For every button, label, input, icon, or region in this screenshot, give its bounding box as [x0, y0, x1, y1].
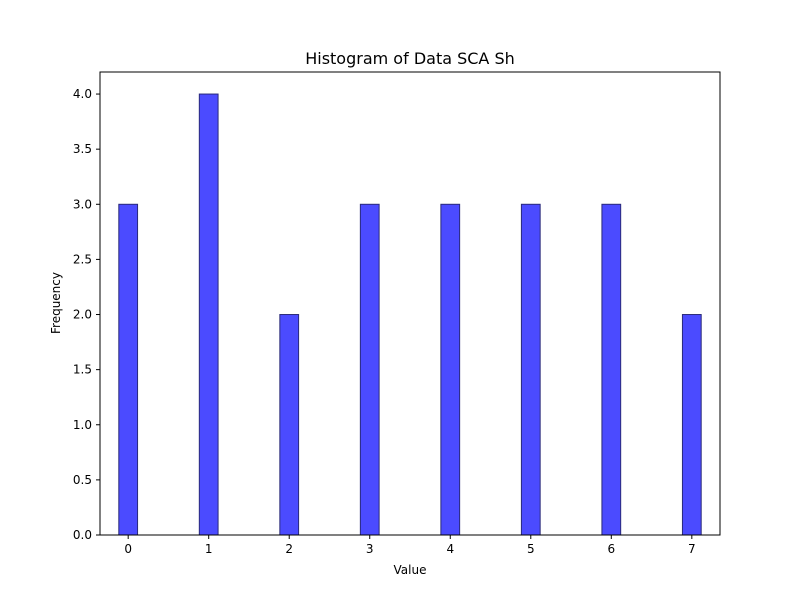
y-tick-label: 3.0 [73, 197, 92, 211]
y-tick-label: 4.0 [73, 87, 92, 101]
histogram-bar-5 [520, 203, 541, 536]
y-tick-label: 0.0 [73, 528, 92, 542]
x-tick-label: 0 [124, 542, 132, 556]
y-tick-label: 1.5 [73, 363, 92, 377]
y-tick-label: 2.0 [73, 308, 92, 322]
x-tick-label: 7 [688, 542, 696, 556]
histogram-bar-4 [440, 203, 461, 536]
y-axis-ticks: 0.0 0.5 1.0 1.5 2.0 2.5 3.0 3.5 4.0 [73, 87, 100, 542]
histogram-bar-2 [279, 314, 300, 536]
x-axis-ticks: 0 1 2 3 4 5 6 7 [124, 535, 696, 556]
histogram-bar-7 [681, 314, 702, 536]
histogram-bar-6 [601, 203, 622, 536]
x-tick-label: 2 [285, 542, 293, 556]
y-tick-label: 1.0 [73, 418, 92, 432]
histogram-bar-1 [198, 93, 219, 536]
x-tick-label: 3 [366, 542, 374, 556]
x-tick-label: 1 [205, 542, 213, 556]
x-axis-label: Value [394, 563, 427, 577]
bars-group [118, 93, 702, 536]
x-tick-label: 6 [607, 542, 615, 556]
x-tick-label: 5 [527, 542, 535, 556]
histogram-bar-3 [359, 203, 380, 536]
plot-frame [99, 71, 721, 536]
y-axis-label: Frequency [49, 272, 63, 334]
y-tick-label: 0.5 [73, 473, 92, 487]
chart-title: Histogram of Data SCA Sh [305, 49, 515, 68]
y-tick-label: 3.5 [73, 142, 92, 156]
histogram-bar-0 [118, 203, 139, 536]
y-tick-label: 2.5 [73, 252, 92, 266]
x-tick-label: 4 [446, 542, 454, 556]
